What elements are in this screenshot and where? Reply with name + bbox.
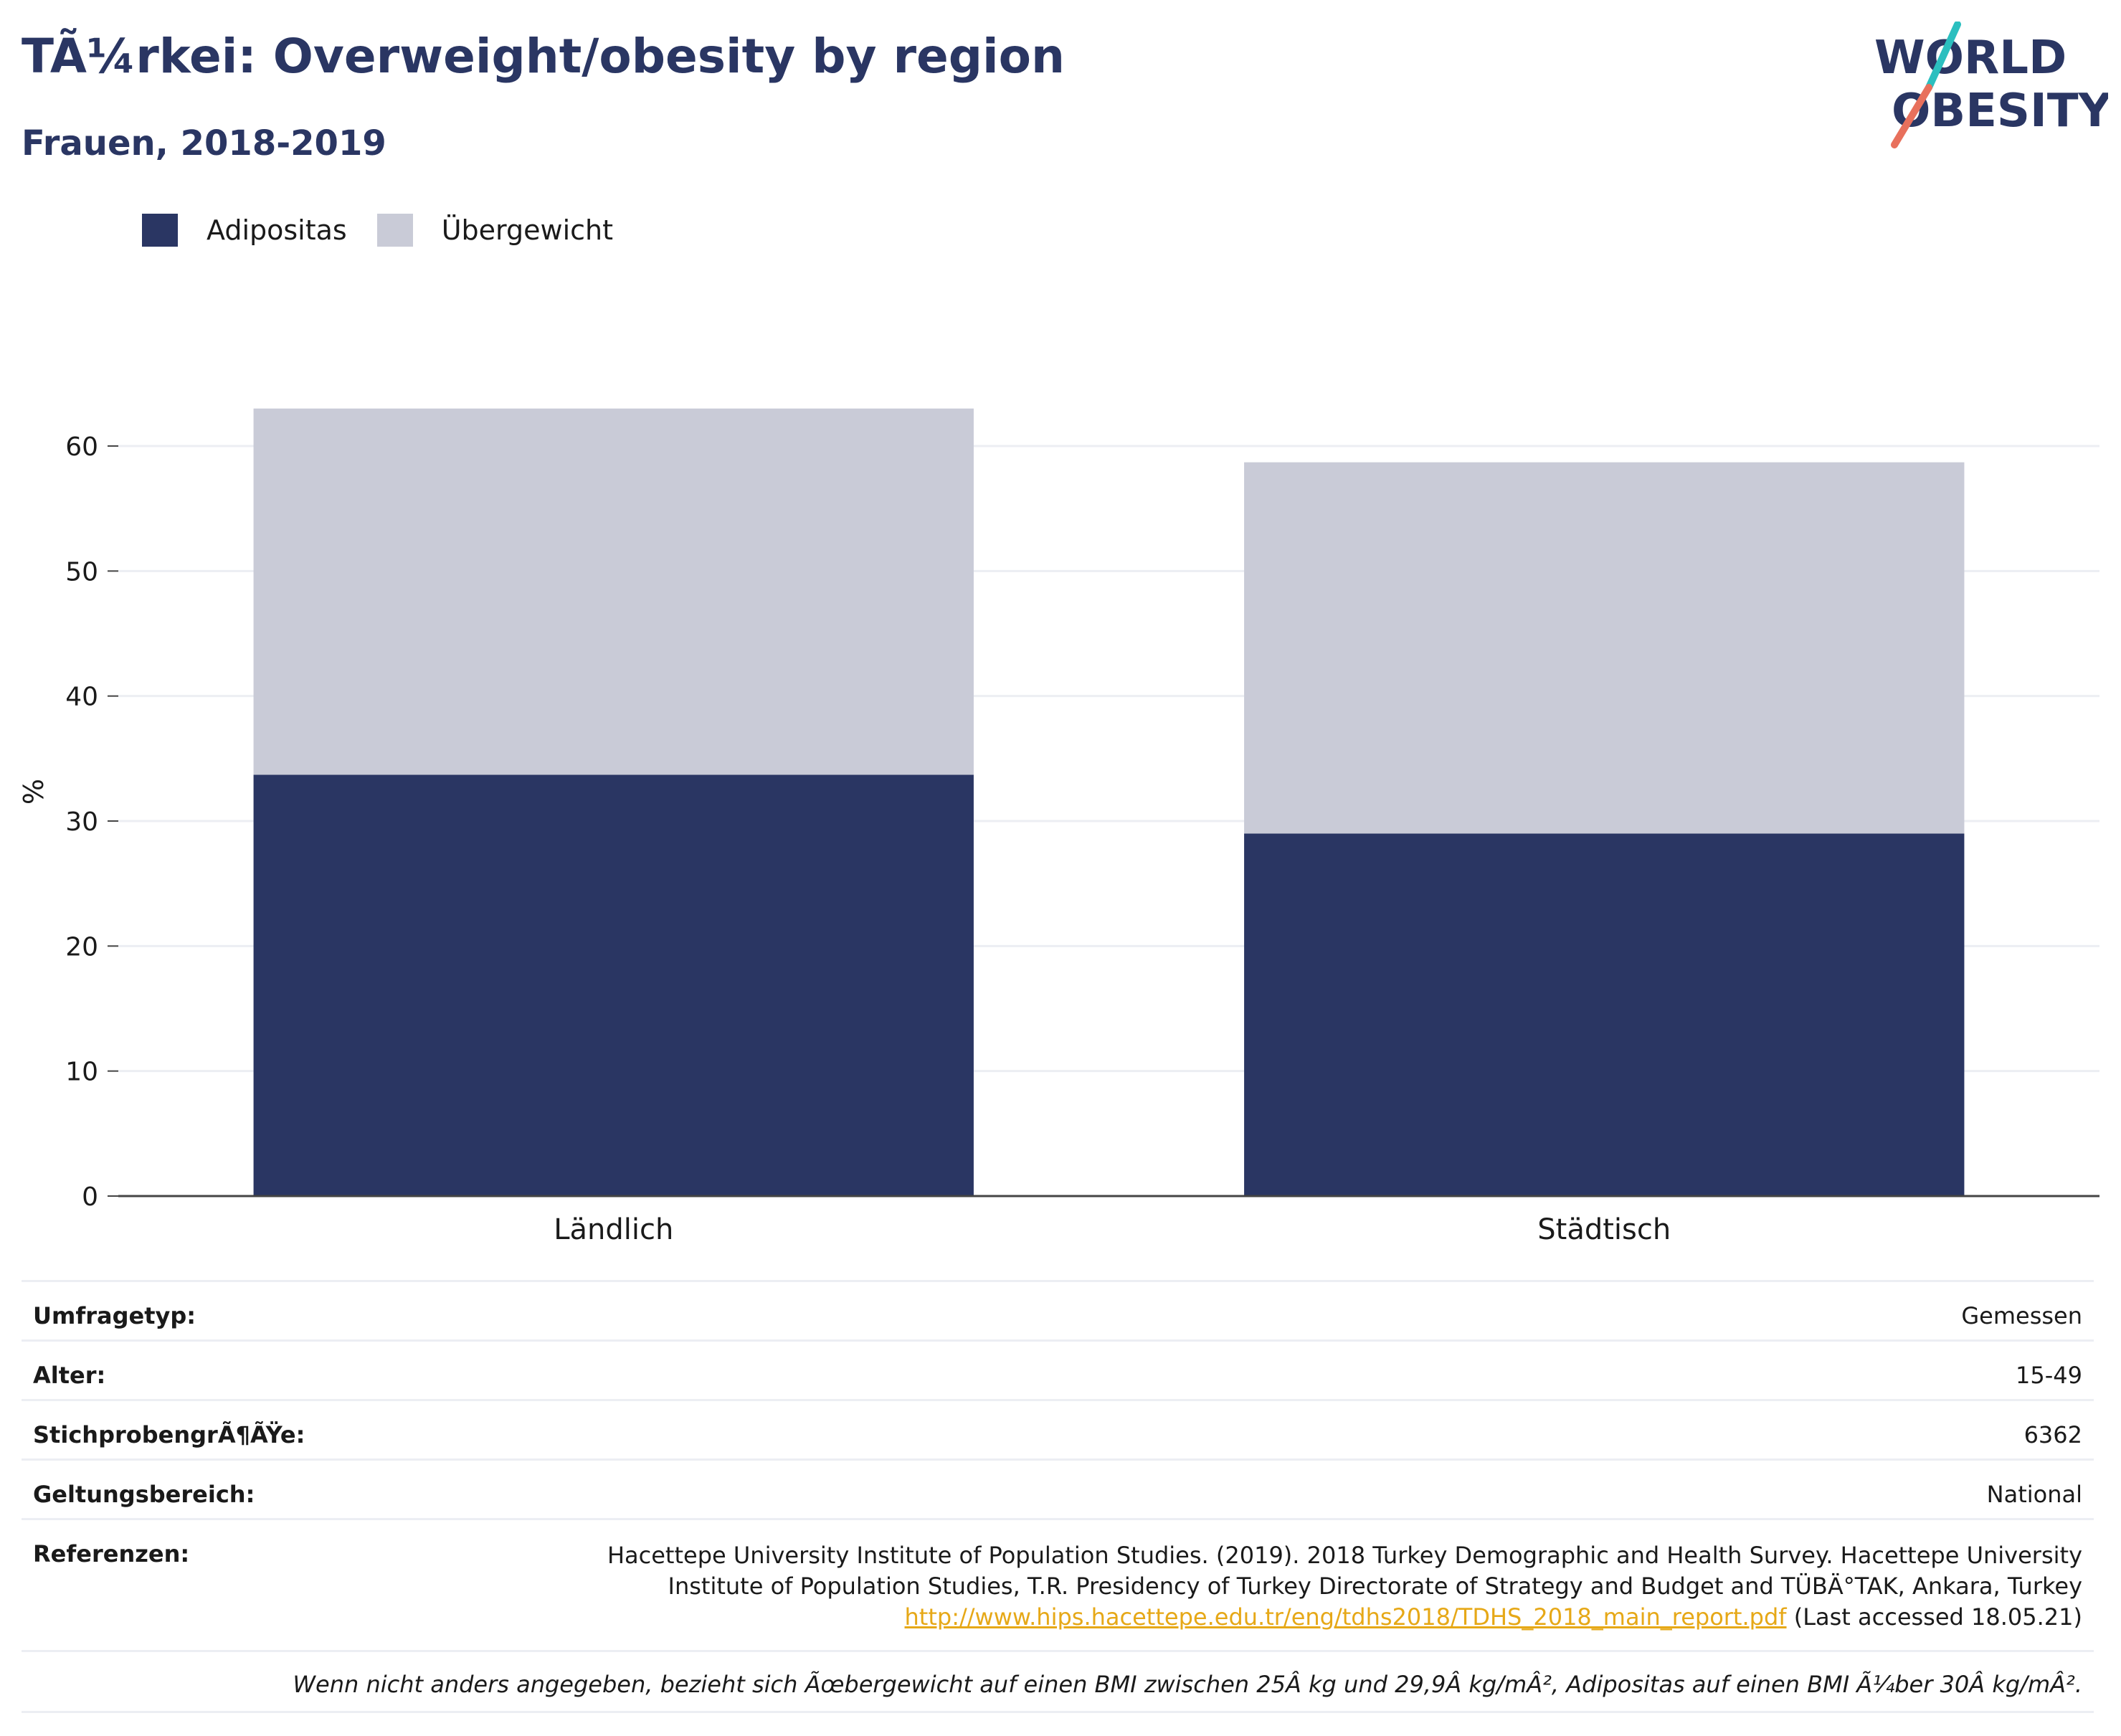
meta-row-survey-type: Umfragetyp: Gemessen (22, 1280, 2094, 1339)
meta-value-survey-type: Gemessen (1961, 1302, 2082, 1329)
y-tick-label: 0 (82, 1182, 98, 1212)
meta-value-references: Hacettepe University Institute of Popula… (607, 1540, 2082, 1633)
meta-key-references: Referenzen: (33, 1540, 190, 1567)
y-tick-label: 50 (65, 557, 98, 587)
logo-slash-teal (1925, 22, 1961, 91)
reference-line-2: Institute of Population Studies, T.R. Pr… (668, 1573, 2083, 1600)
meta-row-age: Alter: 15-49 (22, 1339, 2094, 1399)
bar-layer (253, 408, 1965, 1196)
y-tick-label: 30 (65, 807, 98, 837)
x-category-label: Ländlich (554, 1213, 673, 1246)
x-category-label: Städtisch (1537, 1213, 1671, 1246)
y-tick-label: 40 (65, 683, 98, 712)
meta-key-scope: Geltungsbereich: (33, 1481, 255, 1508)
stacked-bar-chart: 0 10 20 30 40 50 60% Ländlich Städtisch (18, 408, 2099, 1246)
legend-swatch-obesity (142, 214, 178, 247)
meta-row-references: Referenzen: Hacettepe University Institu… (22, 1518, 2094, 1650)
axis-layer: 0 10 20 30 40 50 60% Ländlich Städtisch (18, 432, 2099, 1246)
reference-line-1: Hacettepe University Institute of Popula… (607, 1542, 2082, 1569)
legend-label-obesity: Adipositas (207, 214, 347, 246)
survey-metadata-table: Umfragetyp: Gemessen Alter: 15-49 Stichp… (22, 1280, 2094, 1713)
legend-item-overweight[interactable]: Übergewicht (376, 214, 613, 247)
world-obesity-logo: WORLD OBESITY (1874, 22, 2108, 148)
meta-row-sample-size: StichprobengrÃ¶ÃŸe: 6362 (22, 1399, 2094, 1458)
meta-value-sample-size: 6362 (2023, 1421, 2082, 1448)
meta-key-age: Alter: (33, 1362, 106, 1389)
meta-value-age: 15-49 (2016, 1362, 2082, 1389)
chart-legend: Adipositas Übergewicht (142, 212, 643, 248)
legend-label-overweight: Übergewicht (441, 214, 613, 246)
bar-obesity-0[interactable] (253, 774, 974, 1196)
reference-accessed: (Last accessed 18.05.21) (1786, 1603, 2082, 1631)
bar-overweight-0[interactable] (253, 408, 974, 775)
bar-obesity-1[interactable] (1244, 833, 1965, 1196)
y-axis-title: % (18, 779, 49, 805)
reference-link[interactable]: http://www.hips.hacettepe.edu.tr/eng/tdh… (904, 1603, 1787, 1631)
chart-subtitle: Frauen, 2018-2019 (22, 123, 386, 163)
logo-line1: WORLD (1874, 32, 2067, 85)
reference-line-3: http://www.hips.hacettepe.edu.tr/eng/tdh… (607, 1602, 2082, 1633)
meta-value-scope: National (1986, 1481, 2082, 1508)
meta-key-sample-size: StichprobengrÃ¶ÃŸe: (33, 1421, 305, 1448)
meta-row-scope: Geltungsbereich: National (22, 1458, 2094, 1518)
bar-overweight-1[interactable] (1244, 462, 1965, 834)
y-tick-label: 60 (65, 432, 98, 462)
bmi-definition-note: Wenn nicht anders angegeben, bezieht sic… (22, 1650, 2094, 1713)
y-tick-label: 20 (65, 932, 98, 962)
legend-swatch-overweight (376, 214, 413, 247)
logo-slash-coral (1891, 84, 1932, 148)
meta-key-survey-type: Umfragetyp: (33, 1302, 196, 1329)
chart-title: TÃ¼rkei: Overweight/obesity by region (22, 29, 1065, 84)
legend-item-obesity[interactable]: Adipositas (142, 214, 347, 247)
y-tick-label: 10 (65, 1058, 98, 1087)
